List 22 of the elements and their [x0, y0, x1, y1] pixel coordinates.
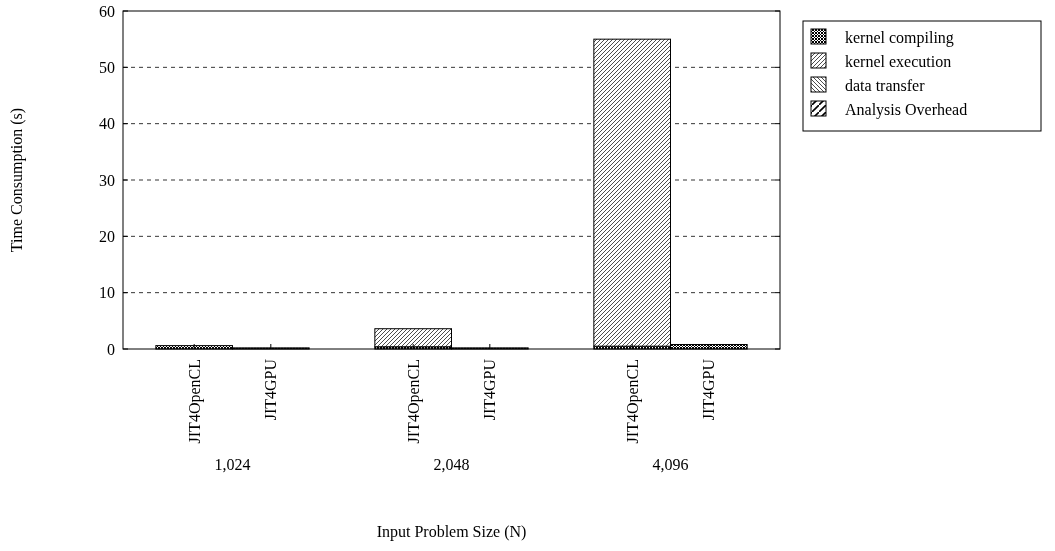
x-tick-label: JIT4OpenCL — [404, 359, 423, 444]
x-tick-label: JIT4GPU — [700, 358, 718, 421]
legend-label: Analysis Overhead — [845, 100, 968, 119]
y-tick-label: 30 — [99, 171, 115, 189]
legend-label: kernel execution — [845, 52, 952, 70]
text: 2,048 — [433, 456, 470, 473]
y-tick-label: 60 — [99, 2, 115, 20]
y-axis-title: Time Consumption (s) — [8, 107, 26, 253]
x-tick-label: JIT4OpenCL — [185, 359, 204, 444]
legend-label: kernel compiling — [845, 28, 954, 47]
text: 1,024 — [214, 456, 251, 473]
y-tick-label: 20 — [99, 227, 115, 245]
x-tick-label: JIT4GPU — [262, 358, 280, 421]
y-tick-label: 10 — [99, 284, 115, 302]
x-tick-label: JIT4OpenCL — [623, 359, 642, 444]
x-axis-title: Input Problem Size (N) — [376, 523, 527, 541]
y-tick-label: 0 — [107, 340, 115, 358]
y-tick-label: 40 — [99, 115, 115, 133]
x-tick-label: JIT4GPU — [481, 358, 499, 421]
y-tick-label: 50 — [99, 58, 115, 76]
legend-label: data transfer — [845, 76, 926, 94]
text: 4,096 — [652, 456, 689, 473]
